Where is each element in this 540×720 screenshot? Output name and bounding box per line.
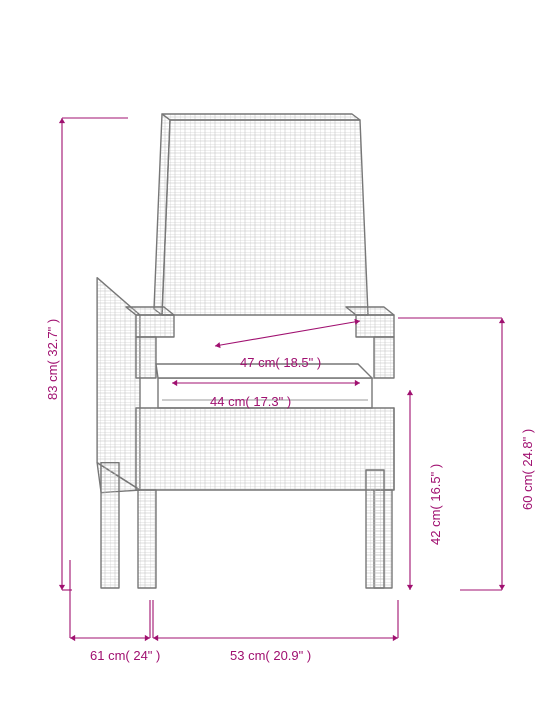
dim-seat-width: 44 cm( 17.3" ) xyxy=(210,394,291,409)
dim-armrest-height: 60 cm( 24.8" ) xyxy=(520,429,535,510)
dim-depth: 61 cm( 24" ) xyxy=(90,648,160,663)
diagram-canvas: 83 cm( 32.7" ) 60 cm( 24.8" ) 42 cm( 16.… xyxy=(0,0,540,720)
dim-height-total: 83 cm( 32.7" ) xyxy=(45,319,60,400)
dim-seat-depth: 47 cm( 18.5" ) xyxy=(240,355,321,370)
dim-seat-height: 42 cm( 16.5" ) xyxy=(428,464,443,545)
dim-width: 53 cm( 20.9" ) xyxy=(230,648,311,663)
